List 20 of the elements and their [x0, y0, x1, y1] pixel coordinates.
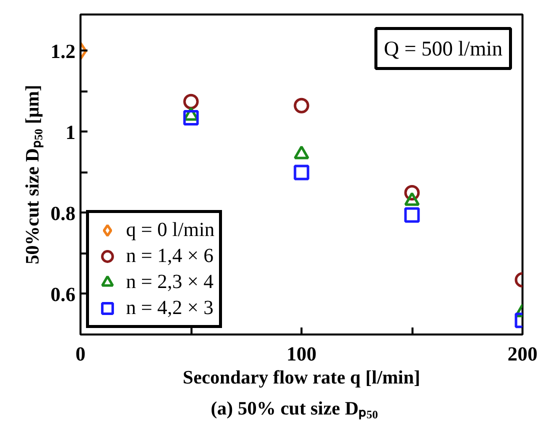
- legend-label: n = 2,3 × 4: [126, 270, 214, 294]
- legend-label: n = 4,2 × 3: [126, 296, 214, 320]
- point: [294, 98, 310, 114]
- point: [183, 110, 199, 126]
- x-tick-label: 0: [76, 344, 86, 366]
- y-tick-label: 1: [66, 122, 76, 144]
- text: (a) 50% cut size Dₚ₅₀: [210, 398, 378, 420]
- y-tick-label: 0.6: [50, 284, 76, 306]
- x-tick-label: 100: [286, 344, 316, 366]
- y-tick-label: 1.2: [50, 40, 76, 63]
- y-axis-title: 50%cut size Dₚ₅₀ [μm]: [22, 84, 44, 264]
- x-axis-title: Secondary flow rate q [l/min]: [182, 368, 420, 388]
- x-tick-label: 200: [508, 344, 538, 366]
- legend-label: n = 1,4 × 6: [126, 244, 214, 268]
- y-tick-label: 0.8: [50, 202, 76, 225]
- point: [294, 164, 310, 180]
- point: [183, 94, 199, 110]
- annotation: Q = 500 l/min: [384, 36, 503, 60]
- legend-label: q = 0 l/min: [126, 218, 215, 242]
- point: [404, 207, 420, 223]
